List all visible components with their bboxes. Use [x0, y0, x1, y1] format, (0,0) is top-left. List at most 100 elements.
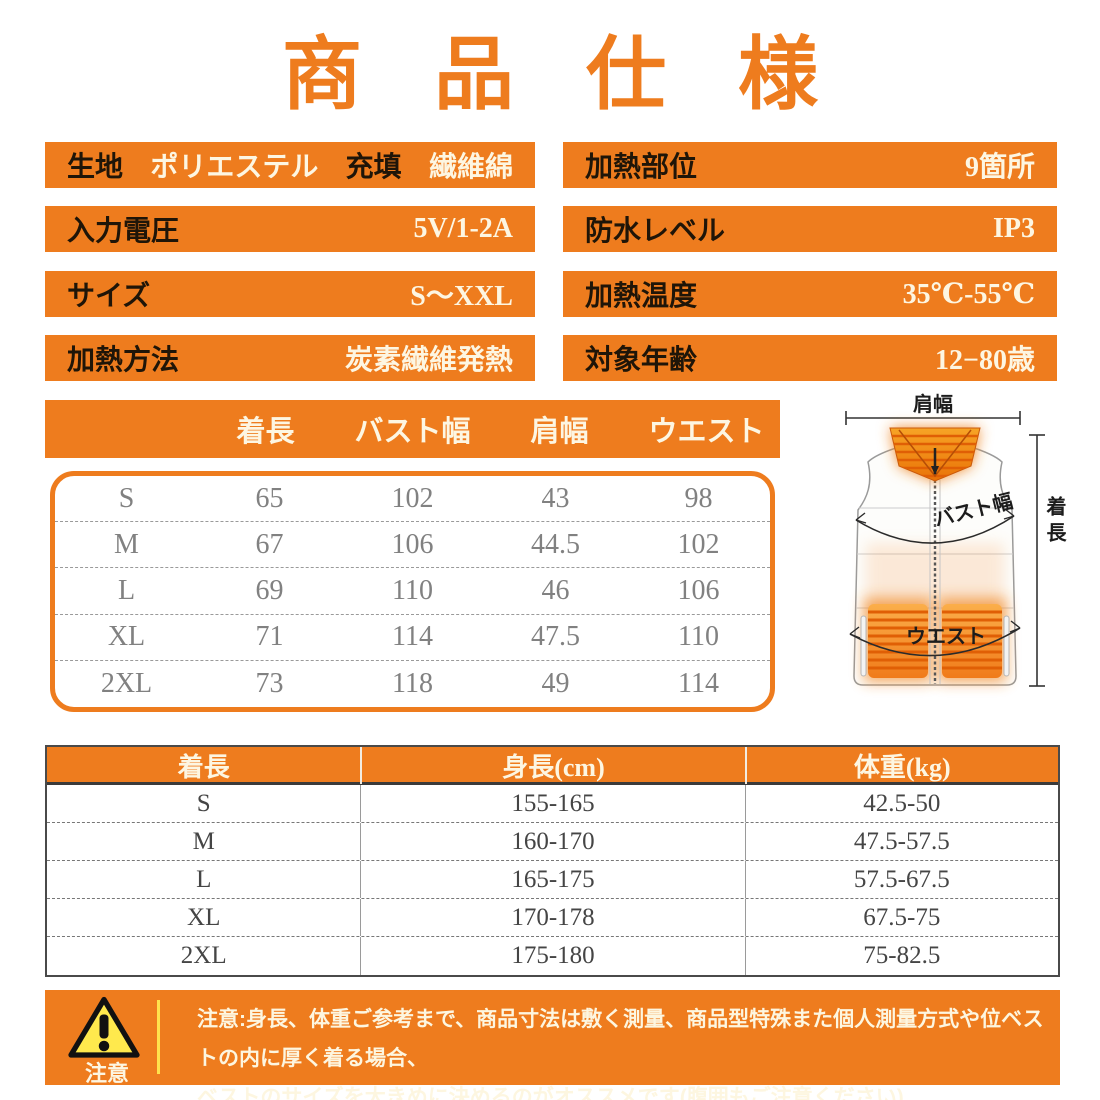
- spec-value: IP3: [993, 213, 1035, 244]
- table-row: XL 170-178 67.5-75: [47, 899, 1058, 937]
- table-cell: XL: [187, 903, 221, 931]
- spec-bar-age-range: 対象年齢 12−80歳: [563, 335, 1057, 381]
- table-row: 2XL 175-180 75-82.5: [47, 937, 1058, 975]
- table-cell: 2XL: [100, 667, 153, 699]
- table-cell: 47.5: [531, 621, 580, 653]
- shoulder-width-label: 肩幅: [913, 394, 953, 416]
- column-header: ウエスト: [648, 416, 765, 448]
- spec-bar-waterproof: 防水レベル IP3: [563, 206, 1057, 252]
- table-cell: 65: [255, 482, 284, 514]
- table-cell: 160-170: [360, 823, 744, 860]
- table-row: M 67 106 44.5 102: [55, 522, 770, 569]
- table-row: M 160-170 47.5-57.5: [47, 823, 1058, 861]
- spec-label: 加熱温度: [585, 281, 698, 312]
- vest-measurement-diagram: 肩幅 バスト幅 ウエスト 着長: [830, 388, 1095, 733]
- warning-banner: 注意 注意:身長、体重ご参考まで、商品寸法は敷く測量、商品型特殊また個人測量方式…: [45, 990, 1060, 1100]
- spec-label: 加熱方法: [67, 345, 180, 376]
- column-header: 身長(cm): [360, 747, 744, 784]
- spec-bar-heat-zones: 加熱部位 9箇所: [563, 142, 1057, 188]
- table-row: L 165-175 57.5-67.5: [47, 861, 1058, 899]
- table-cell: S: [118, 482, 135, 514]
- spec-label: 防水レベル: [585, 216, 726, 247]
- spec-label: 加熱部位: [585, 152, 698, 183]
- size-table-header: 着長 バスト幅 肩幅 ウエスト: [45, 400, 780, 458]
- fit-table-header: 着長 身長(cm) 体重(kg): [47, 747, 1058, 785]
- table-cell: 69: [255, 574, 284, 606]
- spec-label: 充填: [345, 152, 402, 183]
- table-cell: 110: [392, 574, 433, 606]
- spec-value: 繊維綿: [428, 152, 513, 183]
- table-cell: 170-178: [360, 899, 744, 936]
- waist-label: ウエスト: [906, 626, 986, 648]
- spec-value: 5V/1-2A: [413, 213, 513, 244]
- warning-caption: 注意: [84, 1061, 129, 1086]
- spec-value: 9箇所: [964, 152, 1035, 183]
- warning-divider: [157, 1000, 160, 1074]
- spec-bar-voltage: 入力電圧 5V/1-2A: [45, 206, 535, 252]
- warning-line-1: 注意:身長、体重ご参考まで、商品寸法は敷く測量、商品型特殊また個人測量方式や位ベ…: [197, 1008, 1044, 1070]
- table-cell: 47.5-57.5: [744, 823, 1058, 860]
- fit-table: 着長 身長(cm) 体重(kg) S 155-165 42.5-50 M 160…: [45, 745, 1060, 977]
- table-cell: 114: [392, 621, 433, 653]
- column-header: 体重(kg): [744, 747, 1058, 784]
- table-cell: 114: [678, 667, 719, 699]
- table-cell: 67: [255, 528, 284, 560]
- table-cell: 110: [678, 621, 719, 653]
- table-cell: XL: [107, 621, 146, 653]
- table-cell: 71: [255, 621, 284, 653]
- table-cell: 106: [391, 528, 434, 560]
- spec-value: 12−80歳: [935, 345, 1035, 376]
- table-cell: 2XL: [180, 942, 227, 969]
- spec-bar-heating-method: 加熱方法 炭素繊維発熱: [45, 335, 535, 381]
- table-cell: M: [192, 827, 215, 855]
- table-cell: L: [117, 574, 136, 606]
- table-cell: M: [114, 528, 139, 560]
- table-cell: 42.5-50: [744, 785, 1058, 822]
- table-cell: 75-82.5: [744, 937, 1058, 975]
- table-cell: S: [196, 789, 211, 817]
- column-header: 肩幅: [530, 416, 589, 448]
- column-header: 着長: [177, 753, 230, 782]
- spec-value: S〜XXL: [410, 281, 513, 312]
- table-cell: 106: [677, 574, 720, 606]
- table-cell: 49: [541, 667, 570, 699]
- table-row: 2XL 73 118 49 114: [55, 661, 770, 707]
- table-cell: 165-175: [360, 861, 744, 898]
- page-title: 商 品 仕 様: [282, 32, 844, 120]
- spec-bar-size: サイズ S〜XXL: [45, 271, 535, 317]
- spec-value: 炭素繊維発熱: [344, 345, 513, 376]
- warning-line-2: ベストのサイズを大きめに決めるのがオススメです(腹囲もご注意ください): [197, 1086, 904, 1100]
- table-cell: 46: [541, 574, 570, 606]
- garment-length-label: 着長: [1043, 496, 1065, 548]
- table-cell: L: [196, 865, 212, 893]
- table-cell: 102: [391, 482, 434, 514]
- table-cell: 73: [255, 667, 284, 699]
- size-table: S 65 102 43 98 M 67 106 44.5 102 L 69 11…: [50, 471, 775, 712]
- vest-illustration: [845, 411, 1045, 687]
- table-cell: 57.5-67.5: [744, 861, 1058, 898]
- spec-label: サイズ: [67, 281, 151, 312]
- table-cell: 175-180: [360, 937, 744, 975]
- spec-bar-temperature: 加熱温度 35℃-55℃: [563, 271, 1057, 317]
- spec-bar-fabric: 生地 ポリエステル 充填 繊維綿: [45, 142, 535, 188]
- table-cell: 118: [392, 667, 433, 699]
- table-row: S 65 102 43 98: [55, 476, 770, 523]
- column-header: 着長: [236, 416, 295, 448]
- table-row: XL 71 114 47.5 110: [55, 615, 770, 661]
- warning-text: 注意:身長、体重ご参考まで、商品寸法は敷く測量、商品型特殊また個人測量方式や位ベ…: [197, 1000, 1049, 1100]
- table-cell: 102: [677, 528, 720, 560]
- spec-value: ポリエステル: [150, 152, 319, 183]
- spec-value: 35℃-55℃: [902, 279, 1035, 310]
- table-cell: 67.5-75: [744, 899, 1058, 936]
- column-header: バスト幅: [354, 416, 471, 448]
- spec-label: 対象年齢: [585, 345, 698, 376]
- spec-label: 入力電圧: [67, 216, 180, 247]
- table-cell: 98: [684, 482, 713, 514]
- spec-label: 生地: [67, 152, 124, 183]
- table-cell: 43: [541, 482, 570, 514]
- table-cell: 155-165: [360, 785, 744, 822]
- table-row: S 155-165 42.5-50: [47, 785, 1058, 823]
- table-row: L 69 110 46 106: [55, 568, 770, 615]
- table-cell: 44.5: [531, 528, 580, 560]
